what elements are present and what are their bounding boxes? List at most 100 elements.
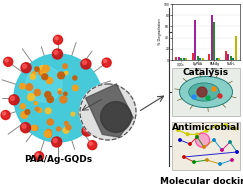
Bar [194, 20, 196, 60]
Bar [227, 54, 229, 60]
Circle shape [52, 137, 62, 147]
Bar [211, 15, 213, 60]
Circle shape [46, 77, 53, 84]
Circle shape [21, 123, 31, 133]
Circle shape [73, 76, 77, 80]
Bar [180, 58, 182, 60]
Circle shape [189, 143, 191, 145]
Circle shape [20, 104, 25, 109]
Circle shape [65, 71, 68, 75]
Circle shape [88, 141, 97, 150]
Circle shape [42, 74, 48, 80]
Circle shape [52, 49, 62, 59]
Circle shape [63, 128, 69, 133]
Circle shape [64, 92, 67, 96]
Circle shape [22, 124, 26, 128]
Circle shape [58, 89, 61, 92]
Circle shape [91, 104, 95, 108]
Circle shape [55, 37, 58, 40]
Circle shape [63, 64, 67, 68]
Y-axis label: % Degradation: % Degradation [158, 19, 162, 45]
Bar [232, 58, 234, 60]
Circle shape [97, 97, 107, 107]
Circle shape [218, 94, 222, 98]
Circle shape [85, 102, 91, 109]
Ellipse shape [180, 76, 233, 108]
Circle shape [20, 84, 25, 89]
Circle shape [84, 128, 87, 132]
Circle shape [57, 127, 61, 131]
Circle shape [14, 54, 102, 142]
Bar [185, 58, 187, 60]
Circle shape [79, 111, 85, 117]
Circle shape [80, 84, 136, 140]
Bar [225, 51, 227, 60]
Circle shape [44, 130, 51, 137]
Circle shape [186, 133, 189, 136]
Circle shape [83, 105, 88, 110]
Bar [235, 36, 237, 60]
Circle shape [98, 99, 102, 103]
Text: Catalysis: Catalysis [183, 68, 229, 77]
Circle shape [196, 133, 198, 136]
Circle shape [80, 84, 136, 140]
Circle shape [196, 133, 210, 147]
Circle shape [229, 141, 231, 143]
Text: PAA/Ag-GQDs: PAA/Ag-GQDs [24, 155, 92, 164]
Circle shape [21, 63, 31, 73]
Circle shape [197, 87, 207, 97]
Circle shape [110, 95, 113, 98]
Circle shape [58, 91, 61, 94]
Circle shape [89, 142, 92, 145]
Bar [175, 57, 177, 60]
Circle shape [39, 69, 45, 76]
Bar [216, 58, 218, 60]
Circle shape [203, 146, 205, 148]
Circle shape [82, 126, 92, 136]
Circle shape [45, 92, 51, 98]
Circle shape [47, 119, 53, 125]
Circle shape [179, 139, 181, 141]
Circle shape [206, 96, 210, 100]
Circle shape [26, 66, 62, 102]
Bar [213, 22, 215, 60]
Bar [182, 58, 185, 60]
Text: Antimicrobial: Antimicrobial [172, 123, 240, 132]
Circle shape [21, 112, 28, 118]
Circle shape [34, 101, 37, 105]
Circle shape [215, 125, 217, 128]
Circle shape [231, 159, 233, 161]
Circle shape [35, 67, 39, 71]
Circle shape [109, 94, 118, 102]
Circle shape [3, 112, 6, 115]
Circle shape [35, 152, 43, 161]
Circle shape [5, 59, 8, 62]
Circle shape [4, 57, 13, 66]
Circle shape [54, 50, 58, 54]
Circle shape [60, 96, 67, 103]
Circle shape [234, 127, 236, 130]
Bar [197, 56, 199, 60]
Circle shape [47, 132, 52, 137]
Circle shape [10, 96, 15, 100]
Bar [218, 58, 220, 60]
Circle shape [33, 126, 38, 131]
Circle shape [101, 102, 131, 132]
Polygon shape [86, 84, 133, 137]
Circle shape [183, 156, 185, 158]
Circle shape [58, 72, 64, 79]
Circle shape [212, 87, 216, 91]
Circle shape [219, 163, 221, 165]
Circle shape [205, 129, 208, 132]
Bar [172, 122, 240, 170]
Circle shape [89, 101, 94, 105]
Circle shape [213, 139, 215, 141]
Circle shape [206, 159, 208, 161]
Circle shape [104, 60, 107, 63]
Circle shape [26, 84, 33, 90]
Circle shape [64, 122, 68, 125]
Ellipse shape [189, 83, 219, 101]
Circle shape [27, 94, 35, 101]
Text: Molecular docking: Molecular docking [159, 177, 243, 186]
Circle shape [43, 65, 49, 72]
